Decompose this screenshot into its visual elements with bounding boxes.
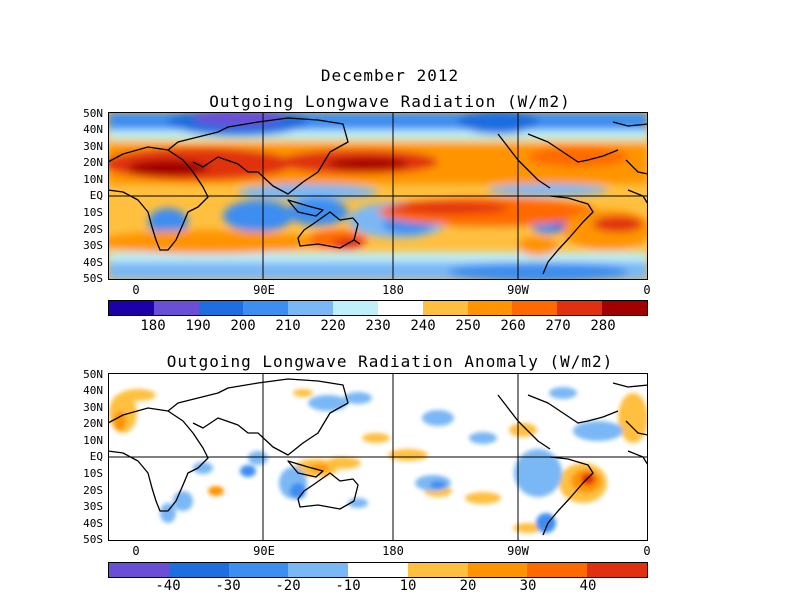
colorbar-swatch <box>198 301 244 315</box>
lat-label: 30N <box>83 401 103 414</box>
colorbar-swatch <box>168 563 229 577</box>
lat-label: 30S <box>83 239 103 252</box>
colorbar-label: 270 <box>545 318 571 334</box>
colorbar-label: 230 <box>365 318 391 334</box>
lat-label: 20N <box>83 417 103 430</box>
colorbar-label: 20 <box>459 578 477 594</box>
lat-label: 30N <box>83 140 103 153</box>
colorbar-swatch <box>602 301 647 315</box>
lat-label: EQ <box>89 189 103 202</box>
colorbar-swatch <box>467 301 513 315</box>
colorbar-swatch <box>348 563 408 577</box>
colorbar-label: 40 <box>579 578 597 594</box>
lon-label: 0 <box>132 544 140 558</box>
lat-label: 40S <box>83 256 103 269</box>
lat-label: 10N <box>83 173 103 186</box>
colorbar-swatch <box>243 301 289 315</box>
map-date-title: December 2012 <box>320 66 460 85</box>
colorbar-label: 260 <box>500 318 526 334</box>
colorbar-label: -20 <box>275 578 301 594</box>
lat-label: 20S <box>83 484 103 497</box>
colorbar-label: -10 <box>335 578 361 594</box>
colorbar-swatch <box>422 301 468 315</box>
lon-label: 0 <box>132 283 140 297</box>
lat-label: 40N <box>83 123 103 136</box>
colorbar-swatch <box>109 563 169 577</box>
colorbar-swatch <box>557 301 603 315</box>
lat-label: 40N <box>83 384 103 397</box>
colorbar-label: -30 <box>215 578 241 594</box>
lat-label: 30S <box>83 500 103 513</box>
lon-label: 90E <box>253 544 275 558</box>
lat-label: 10S <box>83 206 103 219</box>
lat-label: EQ <box>89 450 103 463</box>
colorbar-label: 280 <box>590 318 616 334</box>
lat-label: 50S <box>83 533 103 546</box>
lon-label: 90E <box>253 283 275 297</box>
colorbar-swatch <box>109 301 154 315</box>
colorbar-label: 30 <box>519 578 537 594</box>
colorbar-label: 240 <box>410 318 436 334</box>
colorbar-swatch <box>228 563 289 577</box>
lat-label: 10S <box>83 467 103 480</box>
colorbar-swatch <box>288 301 334 315</box>
colorbar-swatch <box>407 563 468 577</box>
lon-label: 90W <box>507 283 529 297</box>
colorbar-label: 250 <box>455 318 481 334</box>
lat-label: 10N <box>83 434 103 447</box>
olr-colorbar <box>108 300 648 316</box>
olr-anomaly-map <box>108 373 648 541</box>
colorbar-swatch <box>527 563 588 577</box>
colorbar-label: 220 <box>320 318 346 334</box>
lat-label: 40S <box>83 517 103 530</box>
colorbar-swatch <box>153 301 199 315</box>
lon-label: 180 <box>382 283 404 297</box>
colorbar-swatch <box>512 301 558 315</box>
lon-label: 0 <box>643 283 651 297</box>
lat-label: 20N <box>83 156 103 169</box>
olr-map <box>108 112 648 280</box>
lon-label: 180 <box>382 544 404 558</box>
olr-anomaly-colorbar <box>108 562 648 578</box>
lat-label: 50S <box>83 272 103 285</box>
map-title-olr-anomaly: Outgoing Longwave Radiation Anomaly (W/m… <box>166 352 614 371</box>
lon-label: 90W <box>507 544 529 558</box>
colorbar-swatch <box>587 563 648 577</box>
colorbar-label: 190 <box>185 318 211 334</box>
colorbar-swatch <box>333 301 378 315</box>
colorbar-label: 200 <box>230 318 256 334</box>
map-title-olr: Outgoing Longwave Radiation (W/m2) <box>209 92 571 111</box>
colorbar-label: 210 <box>275 318 301 334</box>
colorbar-label: 180 <box>140 318 166 334</box>
lon-label: 0 <box>643 544 651 558</box>
colorbar-label: 10 <box>399 578 417 594</box>
colorbar-label: -40 <box>155 578 181 594</box>
colorbar-swatch <box>288 563 349 577</box>
colorbar-swatch <box>377 301 423 315</box>
lat-label: 50N <box>83 107 103 120</box>
lat-label: 50N <box>83 368 103 381</box>
colorbar-swatch <box>467 563 528 577</box>
lat-label: 20S <box>83 223 103 236</box>
